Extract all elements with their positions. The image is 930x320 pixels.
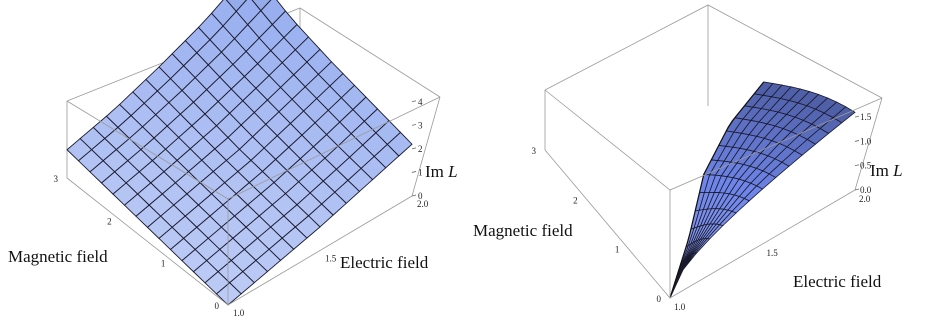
right-surface: [669, 81, 856, 299]
left-y-ticks: 0 1 2 3: [54, 174, 220, 311]
z-tick-mark: [854, 188, 860, 191]
right-box-top-front: [544, 89, 883, 191]
x-tick-label: 1.0: [674, 302, 686, 312]
right-box-bottom: [544, 149, 856, 299]
left-ylabel: Magnetic field: [8, 247, 108, 266]
z-tick-mark: [411, 171, 417, 173]
z-tick-mark: [854, 140, 860, 142]
y-tick-label: 2: [107, 216, 112, 226]
left-box-right-vertical: [411, 96, 441, 197]
left-surface: [66, 0, 413, 306]
z-tick-label: 3: [418, 120, 423, 130]
z-tick-mark: [411, 100, 417, 103]
y-tick-label: 3: [532, 146, 537, 156]
right-y-ticks: 0 1 2 3: [532, 146, 662, 304]
y-tick-label: 0: [657, 294, 662, 304]
right-box-right-vertical: [854, 97, 883, 191]
x-tick-label: 1.5: [767, 248, 779, 258]
right-z-ticks: 0.0 0.5 1.0 1.5: [854, 112, 872, 195]
right-x-ticks: 1.0 1.5 2.0: [674, 194, 871, 312]
left-box-top-front: [66, 96, 441, 200]
z-tick-mark: [411, 147, 417, 150]
right-surface-plot: 0 1 2 3 1.0 1.5 2.0 0.0 0.5 1.0 1.5 Magnetic fie…: [473, 4, 903, 312]
surface-boundary: [669, 81, 765, 299]
x-tick-label: 2.0: [417, 199, 429, 209]
z-tick-mark: [411, 123, 417, 126]
left-zlabel-prefix: Im: [425, 162, 448, 181]
left-zlabel-var: L: [447, 162, 457, 181]
right-box-back: [544, 4, 883, 99]
left-box-bottom: [66, 177, 413, 306]
z-tick-mark: [854, 115, 860, 118]
y-tick-label: 0: [215, 301, 220, 311]
y-tick-label: 2: [573, 195, 578, 205]
left-x-ticks: 1.0 1.5 2.0: [233, 199, 429, 318]
y-tick-label: 1: [161, 259, 166, 269]
left-z-ticks: 0 1 2 3 4: [411, 97, 423, 201]
z-tick-mark: [411, 194, 417, 197]
z-tick-mark: [854, 164, 860, 167]
left-xlabel: Electric field: [340, 253, 429, 272]
right-ylabel: Magnetic field: [473, 221, 573, 240]
z-tick-label: 4: [418, 97, 423, 107]
right-zlabel-prefix: Im: [870, 161, 893, 180]
z-tick-label: 1.5: [860, 112, 872, 122]
z-tick-label: 0.5: [860, 161, 872, 171]
right-zlabel-var: L: [892, 161, 902, 180]
left-surface-plot: 0 1 2 3 1.0 1.5 2.0 0 1 2 3 4 Magnetic field Elec…: [8, 0, 458, 318]
x-tick-label: 2.0: [859, 194, 871, 204]
y-tick-label: 1: [615, 245, 620, 255]
x-tick-label: 1.0: [233, 308, 245, 318]
surface-cell: [669, 268, 685, 299]
z-tick-label: 2: [418, 144, 423, 154]
x-tick-label: 1.5: [325, 254, 337, 264]
z-tick-label: 0.0: [860, 185, 872, 195]
y-tick-label: 3: [54, 174, 59, 184]
z-tick-label: 1.0: [860, 136, 872, 146]
z-tick-label: 0: [418, 191, 423, 201]
right-xlabel: Electric field: [793, 272, 882, 291]
surface-cell: [215, 282, 242, 306]
left-zlabel: Im L: [425, 162, 458, 181]
z-tick-label: 1: [418, 167, 423, 177]
right-zlabel: Im L: [870, 161, 903, 180]
